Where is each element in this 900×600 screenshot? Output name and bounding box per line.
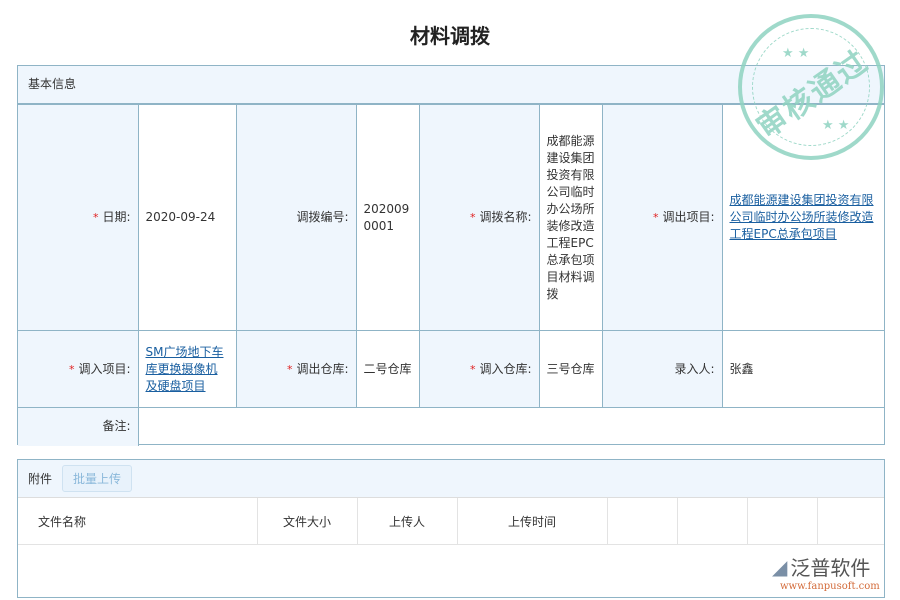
- in-warehouse-value: 三号仓库: [538, 330, 603, 408]
- column-header-uploader: 上传人: [357, 498, 458, 545]
- out-project-label: * 调出项目:: [601, 104, 723, 331]
- remark-value: [137, 407, 884, 446]
- fanpu-logo: ◢ 泛普软件 www.fanpusoft.com: [772, 554, 880, 593]
- column-header-empty: [747, 498, 818, 545]
- column-header-file-name: 文件名称: [18, 498, 258, 545]
- code-label: 调拨编号:: [235, 104, 357, 331]
- out-warehouse-value: 二号仓库: [355, 330, 420, 408]
- in-project-label: * 调入项目:: [18, 330, 139, 408]
- attachments-section: 附件 批量上传 文件名称 文件大小 上传人 上传时间: [17, 459, 885, 598]
- creator-label: 录入人:: [601, 330, 723, 408]
- column-header-upload-time: 上传时间: [457, 498, 608, 545]
- in-project-link[interactable]: SM广场地下车库更换摄像机及硬盘项目: [145, 344, 224, 393]
- column-header-file-size: 文件大小: [257, 498, 358, 545]
- name-value: 成都能源建设集团投资有限公司临时办公场所装修改造工程EPC总承包项目材料调拨: [538, 104, 603, 331]
- date-value: 2020-09-24: [137, 104, 237, 331]
- date-label: * 日期:: [18, 104, 139, 331]
- approved-stamp: ★ ★ ★ ★ 审核通过: [738, 14, 884, 160]
- basic-info-section: 基本信息 * 日期: 2020-09-24 调拨编号: 2020090001 * 调…: [17, 65, 885, 446]
- attachments-header: 附件: [28, 472, 53, 486]
- column-header-empty: [817, 498, 884, 545]
- column-header-empty: [677, 498, 748, 545]
- attachments-table: 文件名称 文件大小 上传人 上传时间: [18, 498, 884, 545]
- name-label: * 调拨名称:: [418, 104, 540, 331]
- column-header-empty: [607, 498, 678, 545]
- code-value: 2020090001: [355, 104, 420, 331]
- out-project-link[interactable]: 成都能源建设集团投资有限公司临时办公场所装修改造工程EPC总承包项目: [729, 193, 874, 241]
- remark-label: 备注:: [18, 407, 139, 446]
- in-warehouse-label: * 调入仓库:: [418, 330, 540, 408]
- out-warehouse-label: * 调出仓库:: [235, 330, 357, 408]
- page-title: 材料调拨: [410, 24, 490, 48]
- batch-upload-button[interactable]: 批量上传: [62, 465, 133, 492]
- creator-value: 张鑫: [721, 330, 884, 408]
- in-project-value: SM广场地下车库更换摄像机及硬盘项目: [137, 330, 237, 408]
- logo-icon: ◢: [772, 554, 788, 579]
